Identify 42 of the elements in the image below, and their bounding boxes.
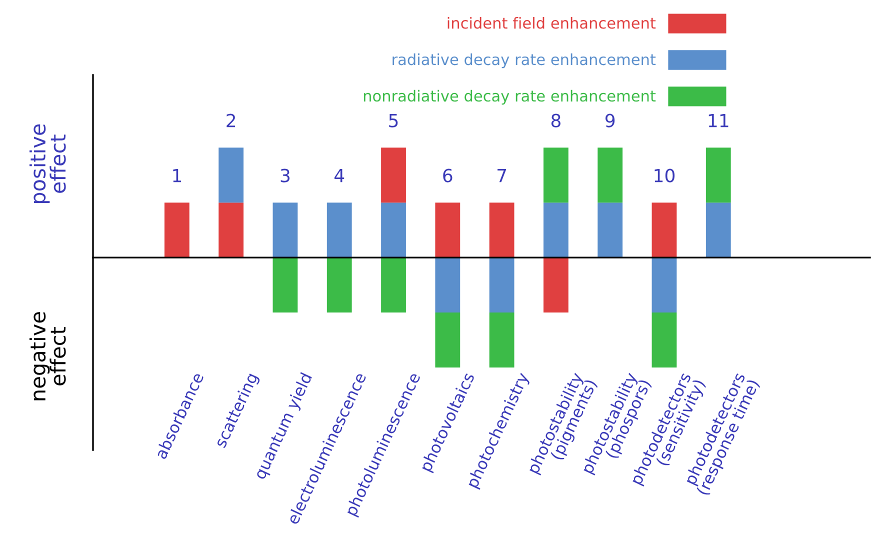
annotation: 9 [605, 114, 615, 128]
bar [272, 258, 298, 313]
bar [652, 202, 677, 258]
bar [489, 312, 514, 368]
bar [544, 258, 568, 313]
legend-label: incident field enhancement [448, 16, 656, 29]
text: negative effect [30, 312, 66, 400]
bar [218, 202, 244, 258]
annotation: 3 [280, 168, 290, 182]
bar [489, 202, 514, 258]
bar [706, 148, 731, 203]
annotation: 8 [551, 114, 560, 128]
bar [164, 202, 190, 258]
legend-label: nonradiative decay rate enhancement [364, 90, 656, 105]
annotation: 2 [226, 114, 236, 128]
bar [326, 258, 352, 313]
bar [544, 202, 568, 258]
bar [652, 258, 677, 313]
annotation: 1 [173, 168, 182, 182]
annotation: 7 [498, 168, 506, 182]
bar [598, 202, 623, 258]
bar [381, 148, 406, 203]
text: positive effect [30, 124, 66, 204]
bar [435, 312, 460, 368]
bar [326, 202, 352, 258]
bar [435, 258, 460, 313]
bar [381, 202, 406, 258]
bar [381, 258, 406, 313]
bar [272, 202, 298, 258]
annotation: 6 [443, 168, 452, 182]
bar [706, 202, 731, 258]
annotation: 10 [654, 168, 675, 182]
bar [544, 148, 568, 203]
annotation: 4 [334, 168, 344, 182]
bar [652, 312, 677, 368]
bar [489, 258, 514, 313]
bar [218, 148, 244, 203]
annotation: 11 [708, 114, 728, 128]
legend-label: radiative decay rate enhancement [392, 53, 656, 68]
bar [598, 148, 623, 203]
annotation: 5 [389, 114, 398, 128]
bar [435, 202, 460, 258]
